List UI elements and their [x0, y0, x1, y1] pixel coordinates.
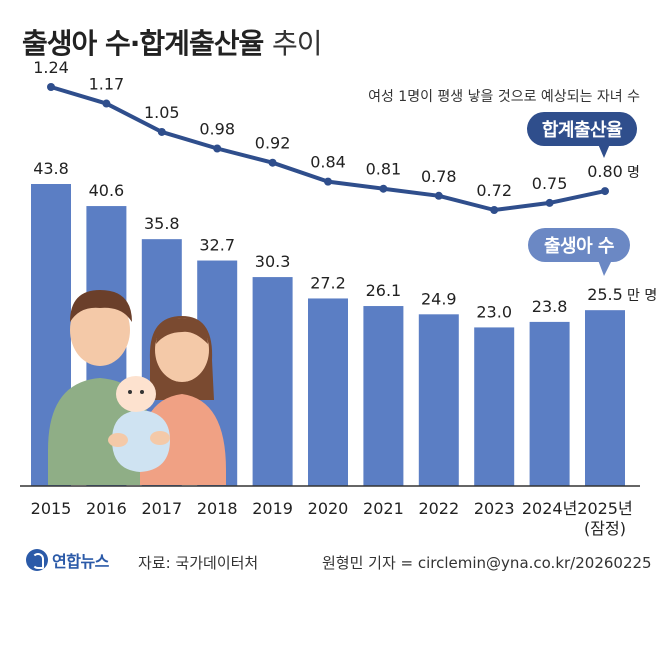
labels-layer: 43.8 2015 40.6 2016 35.8 2017 32.7 2018 30.3 2019… — [31, 58, 658, 538]
x-tick-note: (잠정) — [584, 519, 626, 538]
bar-value-label: 40.6 — [89, 181, 125, 200]
x-tick-label: 2022 — [418, 499, 459, 518]
tfr-value-label: 1.05 — [144, 103, 180, 122]
x-tick-label: 2016 — [86, 499, 127, 518]
bar-value-label: 25.5 — [587, 285, 623, 304]
tfr-value-label: 0.78 — [421, 167, 457, 186]
bar-value-label: 23.0 — [476, 302, 512, 321]
source-text: 자료: 국가데이터처 — [138, 554, 259, 572]
bar-2020 — [308, 298, 348, 486]
births-legend-pill: 출생아 수 — [528, 228, 630, 262]
title-bold: 출생아 수·합계출산율 — [22, 27, 264, 60]
x-tick-label: 2019 — [252, 499, 293, 518]
tfr-point-2022 — [434, 191, 443, 200]
x-tick-label: 2024년 — [522, 499, 577, 518]
logo-text: 연합뉴스 — [52, 552, 109, 571]
bar-value-label: 24.9 — [421, 289, 457, 308]
bar-value-label: 32.7 — [199, 236, 235, 255]
yonhap-logo: 연합뉴스 — [26, 548, 109, 572]
bar-value-label: 27.2 — [310, 273, 346, 292]
tfr-legend-pill: 합계출산율 — [527, 112, 637, 146]
chart-title: 출생아 수·합계출산율 추이 — [22, 22, 323, 62]
tfr-point-2018 — [213, 144, 222, 153]
tfr-value-label: 0.84 — [310, 153, 346, 172]
tfr-point-2020 — [324, 177, 332, 186]
tfr-point-2019 — [268, 158, 277, 167]
title-light: 추이 — [271, 27, 323, 60]
tfr-value-label: 0.92 — [255, 134, 291, 153]
tfr-point-2015 — [47, 83, 55, 91]
tfr-point-2024년 — [545, 198, 554, 207]
bar-2019 — [252, 277, 293, 486]
x-tick-label: 2015 — [31, 499, 72, 518]
tfr-value-label: 0.81 — [366, 160, 402, 179]
bar-value-label: 35.8 — [144, 214, 180, 233]
bar-unit-label: 만 명 — [627, 288, 657, 304]
tfr-value-label: 0.80 — [587, 162, 623, 181]
x-tick-label: 2018 — [197, 499, 238, 518]
tfr-value-label: 0.98 — [199, 120, 235, 139]
x-tick-label: 2025년 — [577, 499, 632, 518]
tfr-point-2016 — [102, 99, 111, 108]
tfr-unit-label: 명 — [627, 165, 640, 181]
bar-value-label: 23.8 — [532, 297, 568, 316]
bar-2022 — [418, 314, 459, 486]
tfr-point-2025년 — [601, 187, 609, 196]
x-tick-label: 2020 — [308, 499, 349, 518]
bar-2025년 — [585, 310, 625, 486]
x-tick-label: 2017 — [141, 499, 182, 518]
tfr-point-2017 — [157, 127, 166, 136]
tfr-line — [50, 85, 606, 212]
tfr-point-2021 — [379, 184, 388, 193]
line-layer — [47, 83, 609, 214]
tfr-value-label: 0.72 — [476, 181, 512, 200]
credit-text: 원형민 기자 = circlemin@yna.co.kr/20260225 — [322, 554, 652, 572]
bar-2023 — [474, 327, 515, 486]
tfr-value-label: 1.24 — [33, 58, 69, 77]
x-tick-label: 2023 — [474, 499, 515, 518]
chart-subtitle: 여성 1명이 평생 낳을 것으로 예상되는 자녀 수 — [368, 89, 640, 105]
family-illustration — [48, 290, 226, 485]
tfr-value-label: 0.75 — [532, 174, 568, 193]
x-tick-label: 2021 — [363, 499, 404, 518]
births-pill-pointer — [598, 260, 612, 276]
yonhap-logo-icon — [26, 549, 48, 571]
bar-value-label: 26.1 — [366, 281, 402, 300]
bar-value-label: 43.8 — [33, 159, 69, 178]
tfr-pill-pointer — [598, 144, 610, 158]
tfr-value-label: 1.17 — [89, 75, 125, 94]
tfr-point-2023 — [490, 206, 499, 214]
bar-value-label: 30.3 — [255, 252, 291, 271]
bar-2021 — [363, 306, 404, 486]
bar-2024년 — [529, 321, 570, 486]
